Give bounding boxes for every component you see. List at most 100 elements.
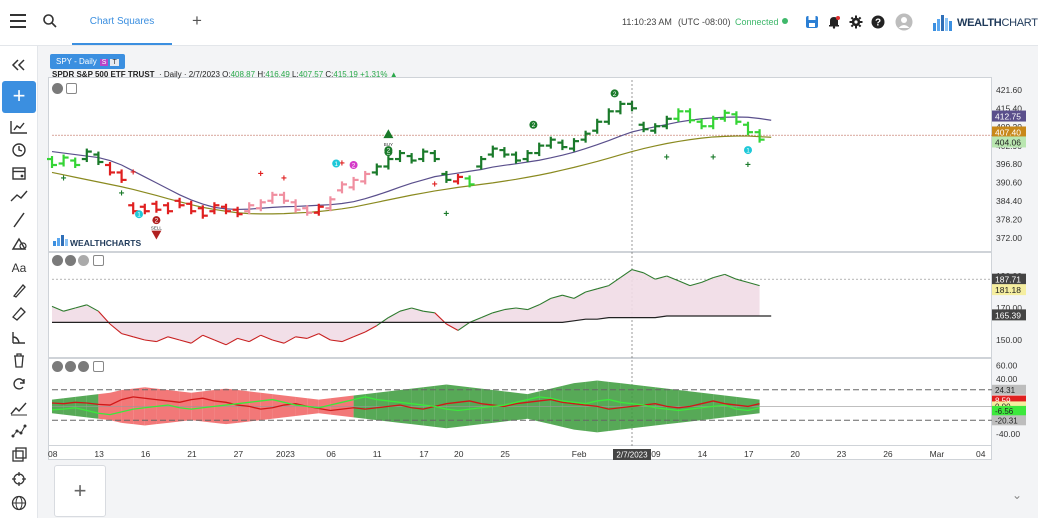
rsi-line-segment xyxy=(248,334,262,343)
rsi-line-segment xyxy=(724,273,737,280)
rsi-axis-tick: 170.00 xyxy=(996,303,1022,313)
user-avatar-icon[interactable] xyxy=(895,13,913,31)
indicator2-expand-icon[interactable] xyxy=(93,361,104,372)
save-icon[interactable] xyxy=(805,15,819,29)
indicator2-up-icon[interactable] xyxy=(78,361,89,372)
indicator1-hide-icon[interactable] xyxy=(52,255,63,266)
rsi-line-segment xyxy=(678,280,691,287)
signal-plus-marker: + xyxy=(119,188,125,199)
settings-gear-icon[interactable] xyxy=(849,15,863,29)
text-tool-icon[interactable]: Aa xyxy=(8,258,30,276)
change-up-icon: ▲ xyxy=(389,70,398,79)
price-axis-tick: 384.40 xyxy=(996,196,1022,206)
hide-panel-icon[interactable] xyxy=(52,83,63,94)
time-axis-label: 08 xyxy=(48,449,58,459)
rsi-badge-a-bg xyxy=(992,273,1026,285)
expand-bottom-icon[interactable]: ⌄ xyxy=(1012,488,1023,502)
indicators-icon[interactable] xyxy=(8,399,30,417)
osc-badge-b: 8.59 xyxy=(995,397,1011,406)
rsi-line-segment xyxy=(121,333,134,338)
calendar-icon[interactable] xyxy=(8,164,30,182)
ohlc-legend: SPDR S&P 500 ETF TRUST · Daily · 2/7/202… xyxy=(52,70,398,79)
price-axis-tick: 396.80 xyxy=(996,159,1022,169)
globe-icon[interactable] xyxy=(8,494,30,512)
add-tab-button[interactable]: + xyxy=(192,11,202,30)
brush-icon[interactable] xyxy=(8,281,30,299)
osc-badge-e: -20.31 xyxy=(995,416,1018,425)
price-badge-mid: 407.40 xyxy=(995,127,1021,137)
rsi-line-segment xyxy=(318,333,331,341)
menu-icon[interactable] xyxy=(10,14,26,28)
refresh-icon[interactable] xyxy=(8,375,30,393)
time-axis-label: 25 xyxy=(500,449,510,459)
s-badge[interactable]: S xyxy=(99,59,109,66)
slow-moving-average-line xyxy=(51,135,772,215)
rsi-fill-area xyxy=(52,269,760,345)
tab-chart-squares[interactable]: Chart Squares xyxy=(72,0,172,45)
time-axis-label: 17 xyxy=(419,449,429,459)
price-axis-tick: 390.60 xyxy=(996,178,1022,188)
trend-line-icon[interactable] xyxy=(8,187,30,205)
time-axis[interactable] xyxy=(48,446,992,460)
close-value: 415.19 xyxy=(333,70,358,79)
alerts-bell-icon[interactable] xyxy=(827,15,841,29)
price-axis-tick: 372.00 xyxy=(996,233,1022,243)
timezone[interactable]: (UTC -08:00) xyxy=(678,17,731,27)
search-icon[interactable] xyxy=(42,13,58,29)
time-axis-label: 20 xyxy=(454,449,464,459)
rsi-line-segment xyxy=(689,281,702,287)
angle-tool-icon[interactable] xyxy=(8,328,30,346)
rsi-line-segment xyxy=(655,275,667,280)
price-panel[interactable] xyxy=(48,77,992,252)
trash-icon[interactable] xyxy=(8,351,30,369)
shapes-icon[interactable] xyxy=(8,234,30,252)
indicator2-down-icon[interactable] xyxy=(65,361,76,372)
add-drawing-button[interactable]: + xyxy=(2,81,36,113)
rsi-line-segment xyxy=(179,339,192,344)
signal-plus-marker: + xyxy=(710,153,716,164)
buy-count-label: 2 xyxy=(387,148,391,155)
rsi-badge-c: 165.39 xyxy=(995,310,1021,320)
chart-type-icon[interactable] xyxy=(8,118,30,136)
symbol-pill[interactable]: SPY - Daily S T xyxy=(50,54,125,69)
price-badge-low: 404.06 xyxy=(995,137,1021,147)
rsi-badge-a: 187.71 xyxy=(995,275,1021,285)
expand-panel-icon[interactable] xyxy=(66,83,77,94)
watermark-logo-icon xyxy=(53,241,56,246)
ruler-icon[interactable] xyxy=(8,304,30,322)
rsi-line-segment xyxy=(573,291,586,299)
rsi-line-segment xyxy=(237,337,250,343)
clock-history-icon[interactable] xyxy=(8,141,30,159)
rsi-line-segment xyxy=(353,331,366,338)
rsi-line-segment xyxy=(515,307,528,311)
indicator1-down-icon[interactable] xyxy=(65,255,76,266)
signal-plus-marker: + xyxy=(432,179,438,190)
layers-icon[interactable] xyxy=(8,446,30,464)
add-chart-tile-button[interactable]: + xyxy=(54,465,106,517)
watermark-logo-icon xyxy=(61,235,64,246)
brand-rest: CHARTS xyxy=(1001,17,1038,29)
symbol-info: · Daily · 2/7/2023 xyxy=(159,70,220,79)
indicator1-up-icon[interactable] xyxy=(78,255,89,266)
collapse-sidebar-icon[interactable] xyxy=(8,56,30,74)
rsi-line-segment xyxy=(202,334,215,341)
tools-sidebar: + Aa xyxy=(0,46,38,518)
high-label: H: xyxy=(257,70,266,79)
rsi-line-segment xyxy=(585,288,598,293)
close-label: C: xyxy=(325,70,334,79)
scatter-icon[interactable] xyxy=(8,422,30,440)
signal-plus-marker: + xyxy=(258,169,264,180)
crosshair-icon[interactable] xyxy=(8,470,30,488)
t-badge[interactable]: T xyxy=(110,59,119,66)
osc-badge-a-bg xyxy=(992,384,1026,395)
indicator1-expand-icon[interactable] xyxy=(93,255,104,266)
svg-text:Aa: Aa xyxy=(12,261,27,275)
count-circle-marker xyxy=(135,210,143,219)
rsi-line-segment xyxy=(631,269,644,274)
line-draw-icon[interactable] xyxy=(8,211,30,229)
help-icon[interactable]: ? xyxy=(871,15,885,29)
indicator-panel-1[interactable] xyxy=(48,252,992,358)
indicator2-hide-icon[interactable] xyxy=(52,361,63,372)
osc-green-line xyxy=(51,396,760,416)
